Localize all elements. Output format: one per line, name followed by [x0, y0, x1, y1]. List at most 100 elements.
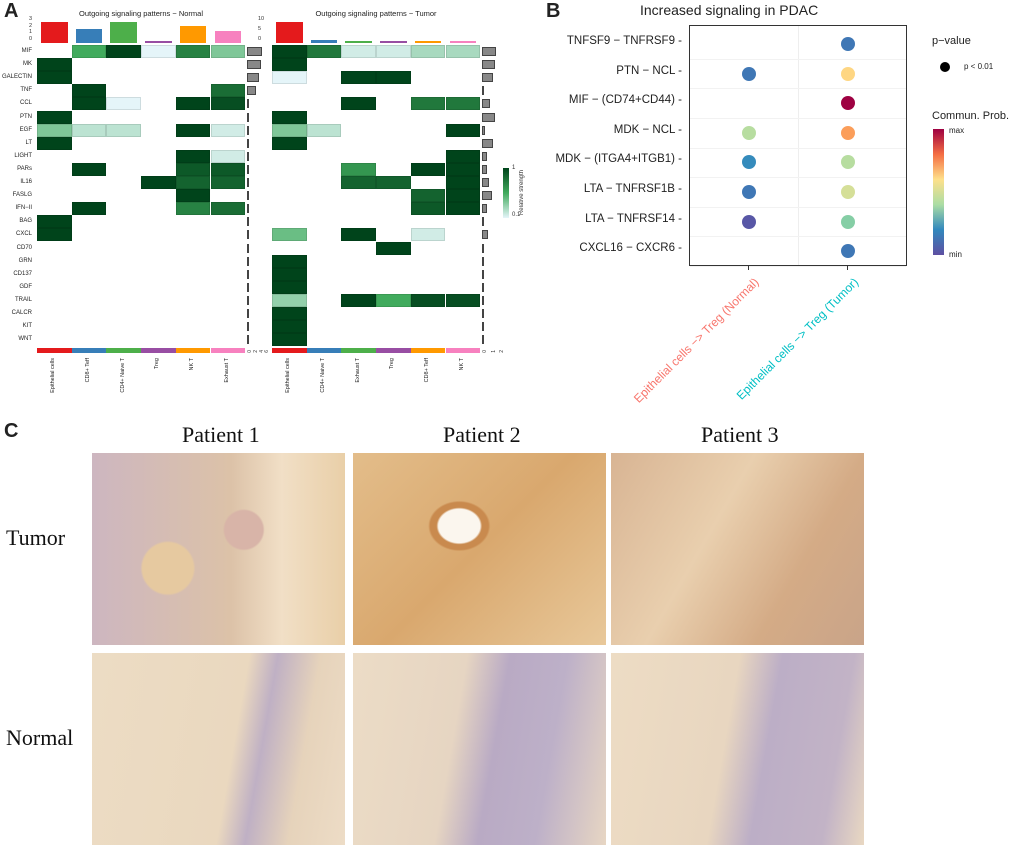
heatmap-cell — [341, 45, 377, 59]
data-point — [742, 125, 756, 140]
heatmap-tumor: Outgoing signaling patterns − Tumor 0 5 10 0… — [0, 0, 540, 420]
gridline — [690, 206, 906, 208]
heatmap-cell — [445, 123, 481, 137]
heatmap-cell — [376, 241, 411, 255]
row-label: TRAIL — [14, 296, 32, 303]
heatmap-cell — [341, 228, 377, 242]
heatmap-cell — [175, 97, 211, 111]
data-point — [841, 244, 855, 259]
row-label: PTN — [20, 113, 32, 120]
column-label: CD4+ Naive T — [320, 358, 327, 393]
side-bar — [482, 151, 487, 161]
histology-image — [353, 453, 606, 645]
heatmap-cell — [272, 333, 307, 347]
heatmap-cell — [272, 228, 307, 242]
x-tick-label: Epithelial cells −> Treg (Tumor) — [733, 275, 861, 403]
heatmap-cell — [210, 84, 246, 98]
column-label: Treg — [389, 358, 396, 370]
row-label: LT — [25, 139, 32, 146]
color-legend-max: max — [949, 126, 965, 135]
heatmap-cell — [37, 58, 72, 72]
gridline — [690, 88, 906, 90]
side-bar — [247, 178, 250, 188]
heatmap-cell — [210, 202, 246, 216]
column-color-strip — [175, 348, 211, 354]
heatmap-cell — [175, 202, 211, 216]
heatmap-cell — [272, 280, 307, 294]
heatmap-title: Outgoing signaling patterns − Tumor — [315, 9, 437, 18]
data-point — [841, 155, 855, 170]
side-bar — [247, 86, 257, 96]
heatmap-cell — [210, 162, 246, 176]
heatmap-cell — [410, 45, 446, 59]
row-label: TNF — [20, 87, 32, 94]
column-label: Epithelial cells — [285, 358, 292, 394]
column-color-strip — [71, 348, 107, 354]
legend-gradient — [503, 168, 509, 218]
heatmap-cell — [445, 97, 481, 111]
heatmap-cell — [272, 307, 307, 321]
heatmap-title: Outgoing signaling patterns − Normal — [78, 9, 204, 18]
row-label: FASLG — [12, 192, 32, 199]
side-bar — [247, 256, 250, 266]
side-bar — [482, 269, 485, 279]
heatmap-cell — [410, 228, 446, 242]
side-axis-tick: 0 — [482, 350, 489, 354]
column-color-strip — [37, 348, 72, 354]
heatmap-cell — [341, 293, 377, 307]
relative-strength-legend: 1 0.1 Relative strength — [503, 165, 525, 218]
side-bar — [247, 295, 250, 305]
column-color-strip — [306, 348, 342, 354]
heatmap-cell — [445, 202, 481, 216]
heatmap-cell — [71, 123, 107, 137]
x-tick — [847, 266, 848, 270]
panel-label-a: A — [4, 0, 19, 22]
row-label: CALCR — [11, 310, 32, 316]
row-label: IFN−II — [15, 205, 32, 212]
heatmap-cell — [272, 136, 307, 150]
gridline — [690, 58, 906, 60]
top-axis-tick: 2 — [29, 22, 33, 29]
heatmap-cell — [445, 149, 481, 163]
heatmap-cell — [272, 71, 307, 85]
data-point — [742, 214, 756, 229]
side-bar — [482, 243, 485, 253]
data-point — [841, 214, 855, 229]
heatmap-cell — [141, 176, 176, 190]
heatmap-cell — [306, 123, 342, 137]
pvalue-legend-label: p < 0.01 — [964, 62, 994, 71]
row-label: LIGHT — [14, 152, 32, 159]
column-label: Exhaust T — [354, 358, 361, 383]
column-color-strip — [106, 348, 142, 354]
side-bar — [482, 86, 485, 96]
side-bar — [482, 335, 485, 345]
side-bar — [482, 99, 490, 109]
heatmap-cell — [210, 45, 246, 59]
gridline — [690, 177, 906, 179]
column-color-strip — [445, 348, 481, 354]
heatmap-cell — [306, 45, 342, 59]
side-bar — [247, 191, 250, 201]
row-label: MDK − NCL - — [613, 123, 682, 136]
side-bar — [482, 295, 485, 305]
legend-title: Relative strength — [519, 170, 525, 216]
data-point — [841, 66, 855, 81]
heatmap-cell — [272, 58, 307, 72]
side-bar — [482, 138, 494, 148]
heatmap-cell — [106, 123, 142, 137]
top-axis-tick: 0 — [258, 36, 262, 42]
row-label: LTA − TNFRSF1B - — [583, 183, 682, 195]
column-color-strip — [376, 348, 411, 354]
heatmap-cell — [341, 162, 377, 176]
row-label-normal: Normal — [6, 725, 74, 750]
row-label: CXCL — [15, 231, 32, 238]
side-bar — [482, 60, 496, 70]
histology-image — [611, 453, 864, 645]
heatmap-cell — [341, 71, 377, 85]
side-bar — [482, 178, 490, 188]
heatmap-cell — [71, 84, 107, 98]
column-color-strip — [341, 348, 377, 354]
column-label: CD8+ Teff — [424, 358, 431, 383]
top-bar — [276, 22, 303, 43]
column-color-strip — [141, 348, 176, 354]
